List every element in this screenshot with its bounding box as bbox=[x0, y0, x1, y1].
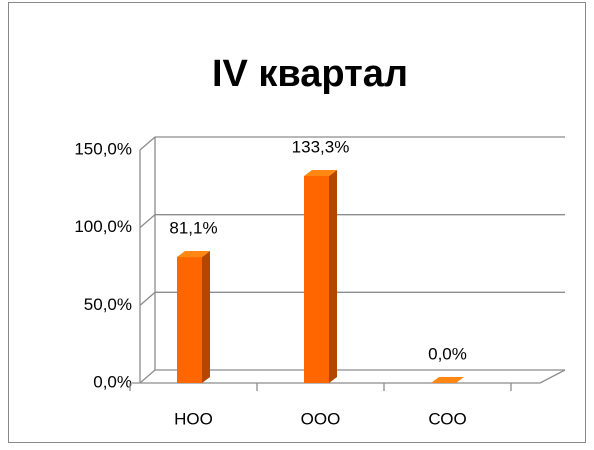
y-tick-label: 50,0% bbox=[84, 295, 132, 314]
grid-line bbox=[139, 369, 565, 384]
x-tick-label: СОО bbox=[428, 409, 466, 428]
y-tick-label: 100,0% bbox=[74, 217, 132, 236]
chart-border bbox=[8, 2, 586, 443]
x-tick-label: НОО bbox=[174, 409, 213, 428]
chart-title: IV квартал bbox=[212, 53, 408, 95]
data-label: 0,0% bbox=[428, 344, 467, 363]
bar-front bbox=[304, 175, 329, 383]
bar-top bbox=[304, 169, 337, 176]
x-axis bbox=[132, 369, 566, 384]
bar-front bbox=[177, 257, 202, 383]
grid-line bbox=[139, 214, 565, 229]
y-tick-label: 0,0% bbox=[93, 372, 132, 391]
bar-side bbox=[202, 251, 210, 383]
x-tick-label: ООО bbox=[301, 409, 341, 428]
grid-line bbox=[139, 136, 565, 151]
y-tick-label: 150,0% bbox=[74, 139, 132, 158]
bar-side bbox=[329, 169, 337, 383]
bar-top bbox=[431, 377, 464, 383]
data-label: 81,1% bbox=[169, 219, 217, 238]
grid-line bbox=[139, 291, 565, 306]
data-label: 133,3% bbox=[292, 137, 350, 156]
bar-top bbox=[177, 251, 210, 258]
